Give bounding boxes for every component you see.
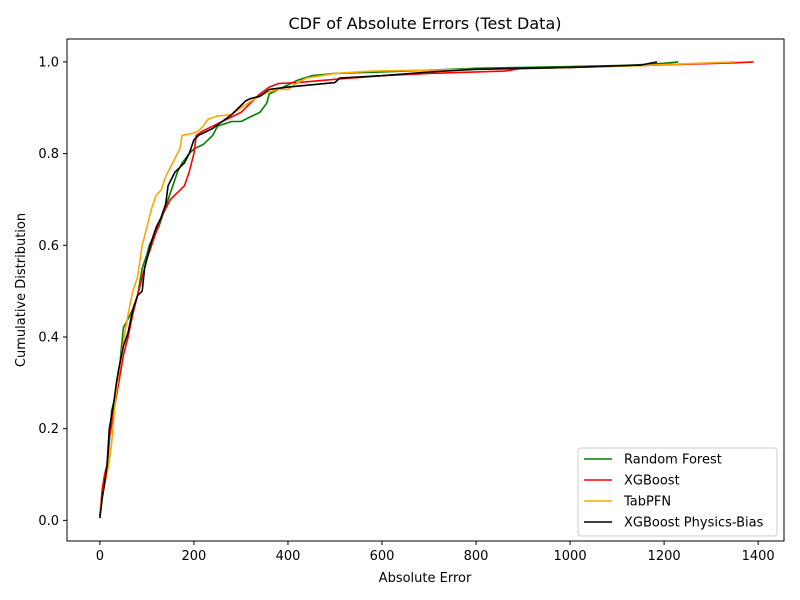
chart-title: CDF of Absolute Errors (Test Data) bbox=[288, 14, 561, 33]
legend-label-3: XGBoost Physics-Bias bbox=[624, 516, 764, 531]
x-axis: 0 200 400 600 800 1000 1200 1400 bbox=[96, 541, 775, 564]
legend-label-1: XGBoost bbox=[624, 474, 680, 489]
y-tick-label: 0.2 bbox=[38, 422, 59, 437]
x-tick-label: 0 bbox=[96, 549, 104, 564]
x-tick-label: 800 bbox=[464, 549, 489, 564]
y-tick-label: 0.0 bbox=[38, 514, 59, 529]
x-tick-label: 1400 bbox=[742, 549, 775, 564]
x-tick-label: 600 bbox=[370, 549, 395, 564]
y-tick-label: 0.8 bbox=[38, 147, 59, 162]
y-tick-label: 0.6 bbox=[38, 239, 59, 254]
legend-label-2: TabPFN bbox=[623, 495, 671, 510]
x-tick-label: 400 bbox=[276, 549, 301, 564]
y-axis: 0.0 0.2 0.4 0.6 0.8 1.0 bbox=[38, 55, 67, 529]
y-tick-label: 0.4 bbox=[38, 330, 59, 345]
x-tick-label: 1000 bbox=[554, 549, 587, 564]
legend: Random Forest XGBoost TabPFN XGBoost Physic… bbox=[577, 447, 778, 537]
x-tick-label: 200 bbox=[182, 549, 207, 564]
axes-frame bbox=[66, 38, 785, 542]
x-axis-label: Absolute Error bbox=[379, 571, 472, 586]
legend-box bbox=[577, 447, 778, 537]
series-line-2 bbox=[99, 61, 735, 512]
x-tick-label: 1200 bbox=[648, 549, 681, 564]
series-line-3 bbox=[99, 61, 658, 519]
y-tick-label: 1.0 bbox=[38, 55, 59, 70]
legend-label-0: Random Forest bbox=[624, 453, 722, 468]
plot-area bbox=[99, 61, 754, 519]
y-axis-label: Cumulative Distribution bbox=[14, 213, 29, 367]
